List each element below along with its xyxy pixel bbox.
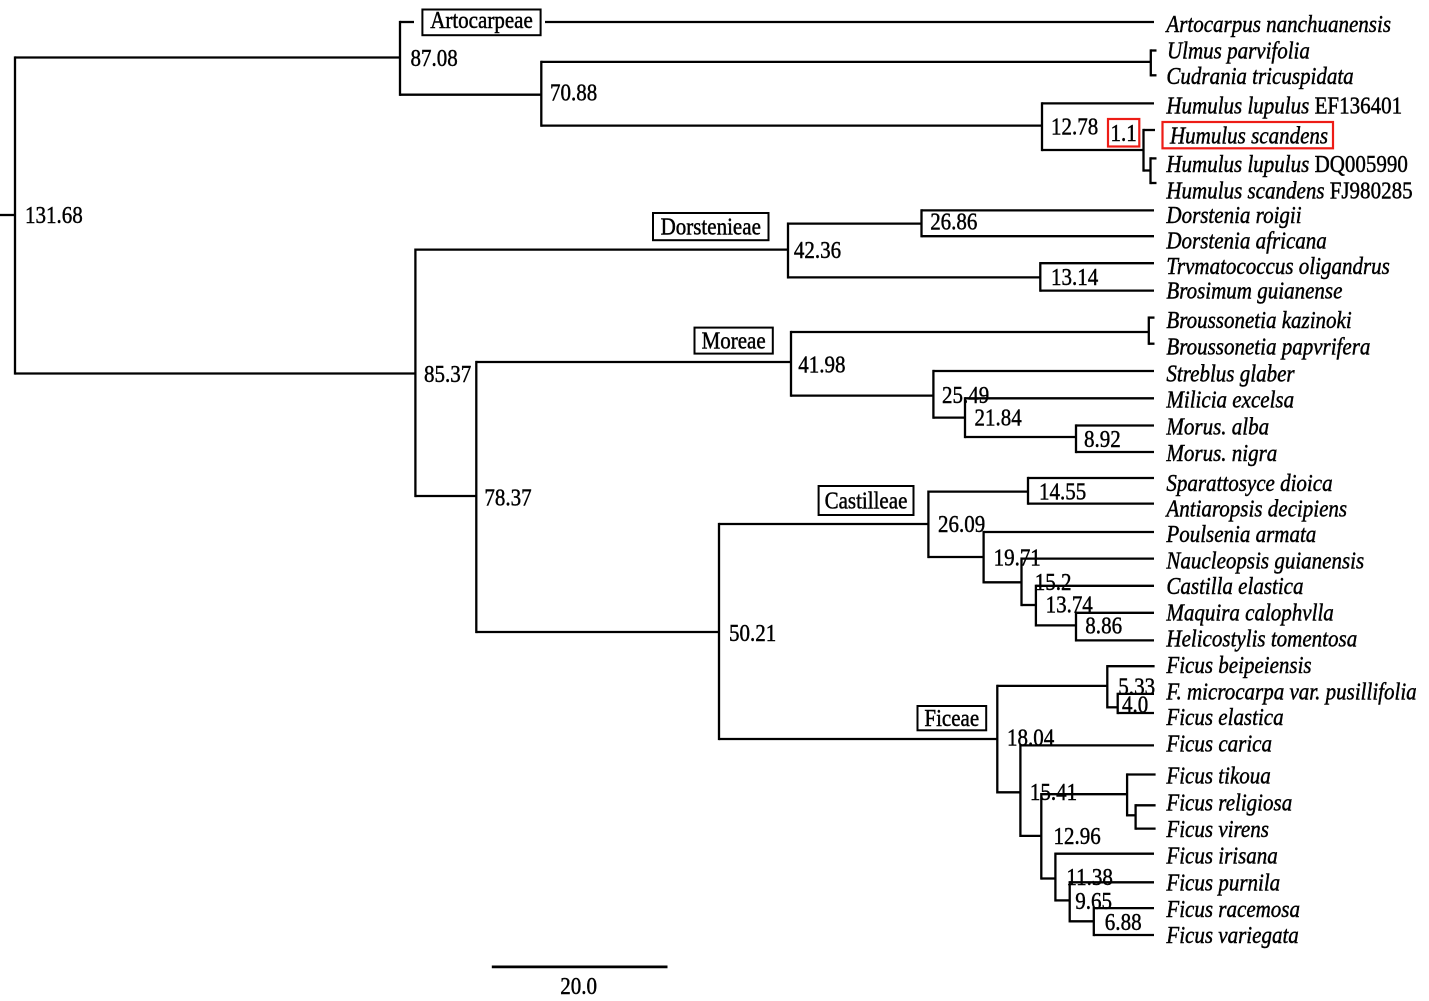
svg-text:Broussonetia papvrifera: Broussonetia papvrifera (1166, 335, 1370, 361)
svg-text:Naucleopsis guianensis: Naucleopsis guianensis (1166, 549, 1365, 575)
svg-text:Ficeae: Ficeae (924, 706, 979, 732)
svg-text:Sparattosyce dioica: Sparattosyce dioica (1166, 471, 1332, 497)
svg-text:78.37: 78.37 (484, 485, 531, 511)
svg-text:Helicostylis tomentosa: Helicostylis tomentosa (1166, 627, 1358, 653)
svg-text:Moreae: Moreae (702, 329, 766, 355)
svg-text:Dorstenieae: Dorstenieae (661, 215, 761, 241)
svg-text:9.65: 9.65 (1075, 889, 1112, 915)
svg-text:Ulmus parvifolia: Ulmus parvifolia (1167, 39, 1310, 65)
svg-text:41.98: 41.98 (798, 352, 845, 378)
svg-text:Ficus religiosa: Ficus religiosa (1166, 791, 1293, 817)
svg-text:Humulus scandens: Humulus scandens (1169, 124, 1328, 150)
svg-text:42.36: 42.36 (794, 238, 841, 264)
svg-text:Dorstenia roigii: Dorstenia roigii (1166, 203, 1302, 229)
svg-text:Antiaropsis decipiens: Antiaropsis decipiens (1165, 497, 1347, 523)
svg-text:Humulus lupulus: Humulus lupulus (1166, 94, 1310, 120)
svg-text:Castilla elastica: Castilla elastica (1166, 574, 1303, 600)
svg-text:11.38: 11.38 (1066, 865, 1113, 891)
svg-text:13.14: 13.14 (1051, 265, 1098, 291)
svg-text:EF136401: EF136401 (1315, 94, 1403, 120)
svg-text:87.08: 87.08 (411, 46, 458, 72)
svg-text:25.49: 25.49 (942, 383, 989, 409)
svg-text:Maquira calophvlla: Maquira calophvlla (1166, 600, 1334, 626)
svg-text:131.68: 131.68 (25, 203, 83, 229)
svg-text:85.37: 85.37 (424, 362, 471, 388)
svg-text:Morus. alba: Morus. alba (1166, 414, 1270, 440)
svg-text:Trvmatococcus oligandrus: Trvmatococcus oligandrus (1166, 254, 1389, 280)
svg-text:Milicia excelsa: Milicia excelsa (1166, 388, 1295, 414)
svg-text:Ficus virens: Ficus virens (1166, 817, 1269, 843)
svg-text:F. microcarpa var. pusillifoli: F. microcarpa var. pusillifolia (1166, 679, 1417, 705)
svg-text:Humulus lupulus: Humulus lupulus (1166, 152, 1310, 178)
svg-text:FJ980285: FJ980285 (1330, 179, 1413, 205)
svg-text:Ficus beipeiensis: Ficus beipeiensis (1166, 653, 1312, 679)
svg-text:26.09: 26.09 (938, 512, 985, 538)
svg-text:Ficus racemosa: Ficus racemosa (1166, 897, 1300, 923)
svg-text:15.41: 15.41 (1030, 780, 1077, 806)
svg-text:Artocarpeae: Artocarpeae (430, 8, 533, 34)
svg-text:50.21: 50.21 (729, 621, 776, 647)
svg-text:Broussonetia kazinoki: Broussonetia kazinoki (1166, 308, 1351, 334)
svg-text:Cudrania tricuspidata: Cudrania tricuspidata (1166, 64, 1353, 90)
svg-text:15.2: 15.2 (1035, 570, 1072, 596)
svg-text:Ficus variegata: Ficus variegata (1166, 923, 1299, 949)
svg-text:4.0: 4.0 (1122, 693, 1148, 719)
svg-text:Morus. nigra: Morus. nigra (1166, 441, 1278, 467)
svg-text:70.88: 70.88 (550, 80, 597, 106)
svg-text:DQ005990: DQ005990 (1315, 152, 1408, 178)
svg-text:Ficus elastica: Ficus elastica (1166, 705, 1284, 731)
svg-text:Ficus irisana: Ficus irisana (1166, 844, 1278, 870)
svg-text:Streblus glaber: Streblus glaber (1166, 361, 1295, 387)
svg-text:12.96: 12.96 (1054, 824, 1101, 850)
svg-text:21.84: 21.84 (975, 406, 1022, 432)
svg-text:Ficus carica: Ficus carica (1166, 732, 1272, 758)
svg-text:Dorstenia africana: Dorstenia africana (1166, 229, 1327, 255)
svg-text:Artocarpus nanchuanensis: Artocarpus nanchuanensis (1165, 12, 1391, 38)
svg-text:18.04: 18.04 (1007, 725, 1054, 751)
svg-text:Poulsenia armata: Poulsenia armata (1166, 522, 1317, 548)
svg-text:12.78: 12.78 (1051, 114, 1098, 140)
svg-text:14.55: 14.55 (1039, 480, 1086, 506)
svg-text:6.88: 6.88 (1105, 910, 1142, 936)
svg-text:Castilleae: Castilleae (825, 488, 908, 514)
svg-text:5.33: 5.33 (1118, 674, 1155, 700)
svg-text:19.71: 19.71 (994, 545, 1041, 571)
svg-text:26.86: 26.86 (930, 210, 977, 236)
svg-text:Brosimum guianense: Brosimum guianense (1166, 279, 1342, 305)
svg-text:20.0: 20.0 (560, 974, 597, 1000)
svg-text:Ficus tikoua: Ficus tikoua (1166, 764, 1271, 790)
svg-text:8.92: 8.92 (1084, 427, 1121, 453)
svg-text:13.74: 13.74 (1046, 593, 1093, 619)
svg-text:Humulus scandens: Humulus scandens (1166, 179, 1325, 205)
svg-text:Ficus purnila: Ficus purnila (1166, 870, 1281, 896)
svg-text:8.86: 8.86 (1085, 613, 1122, 639)
svg-text:1.1: 1.1 (1111, 121, 1137, 147)
